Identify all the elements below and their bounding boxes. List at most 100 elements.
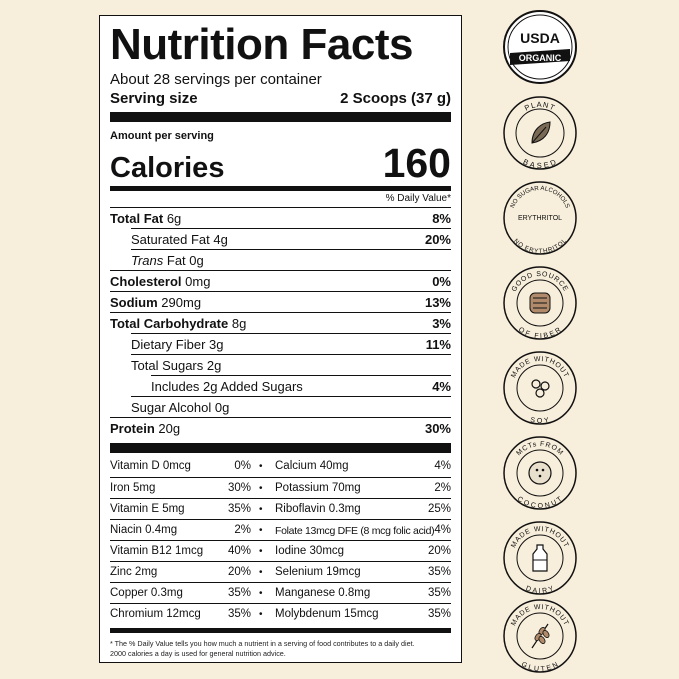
nutrient-dv: 0%: [432, 273, 451, 289]
micro-left-name: Zinc 2mg: [110, 566, 158, 578]
micro-left-name: Chromium 12mcg: [110, 608, 201, 620]
micro-right-dv: 4%: [434, 460, 451, 472]
badge-bottom-text: OF FIBER: [517, 326, 562, 340]
nutrient-dv: 4%: [432, 378, 451, 394]
bullet-dot: •: [259, 483, 263, 494]
nutrient-name: Protein: [110, 420, 155, 436]
micronutrient-row: Vitamin D 0mcg 0% • Calcium 40mg 4%: [110, 456, 451, 477]
badge-bottom-text: SOY: [530, 417, 550, 425]
bullet-dot: •: [259, 588, 263, 599]
plant-leaf-icon: PLANT BASED: [503, 96, 577, 170]
micro-right-name: Calcium 40mg: [275, 460, 349, 472]
made-without-gluten-badge: MADE WITHOUT GLUTEN: [502, 598, 578, 674]
micro-right-dv: 35%: [427, 587, 451, 599]
micro-right-name: Potassium 70mg: [275, 482, 361, 494]
nutrient-amount: 2g: [206, 357, 222, 373]
nutrient-row-dietary-fiber: Dietary Fiber 3g 11%: [131, 333, 451, 354]
nutrient-name: Dietary Fiber: [131, 336, 206, 352]
micro-left-name: Vitamin B12 1mcg: [110, 545, 204, 557]
organic-text: ORGANIC: [519, 53, 562, 63]
nutrient-row-protein: Protein 20g 30%: [110, 417, 451, 438]
micro-left-dv: 20%: [227, 566, 251, 578]
micronutrient-row: Vitamin E 5mg 35% • Riboflavin 0.3mg 25%: [110, 498, 451, 519]
footnote-line-2: 2000 calories a day is used for general …: [110, 649, 286, 658]
nutrient-name: Total Sugars: [131, 357, 204, 373]
badge-bottom-text: COCONUT: [516, 495, 564, 510]
intestine-icon: GOOD SOURCE OF FIBER: [503, 266, 577, 340]
nutrient-name: Saturated Fat: [131, 231, 210, 247]
nutrient-amount: 0mg: [185, 273, 211, 289]
micro-left-dv: 30%: [227, 482, 251, 494]
micronutrient-row: Iron 5mg 30% • Potassium 70mg 2%: [110, 477, 451, 498]
nutrient-name: Sodium: [110, 294, 158, 310]
bullet-dot: •: [259, 504, 263, 515]
nutrient-row-saturated-fat: Saturated Fat 4g 20%: [131, 228, 451, 249]
micro-right-dv: 4%: [434, 524, 451, 536]
nutrient-name: Trans: [131, 252, 164, 268]
badge-bottom-text: NO ERYTHRITOL: [512, 237, 568, 255]
nutrient-row-total-fat: Total Fat 6g 8%: [110, 207, 451, 228]
serving-size-value: 2 Scoops (37 g): [340, 90, 451, 107]
nutrient-dv: 20%: [424, 231, 451, 247]
micro-left-dv: 40%: [227, 545, 251, 557]
footnote: * The % Daily Value tells you how much a…: [110, 639, 451, 659]
nutrient-dv: 13%: [424, 294, 451, 310]
micro-right-dv: 20%: [427, 545, 451, 557]
micro-right-dv: 35%: [427, 608, 451, 620]
calories-label: Calories: [110, 152, 225, 184]
servings-per-container: About 28 servings per container: [110, 71, 322, 88]
mcts-from-coconut-badge: MCTs FROM COCONUT: [502, 435, 578, 511]
footnote-line-1: * The % Daily Value tells you how much a…: [110, 639, 415, 648]
nutrient-amount: 290mg: [161, 294, 202, 310]
micro-right-name: Molybdenum 15mcg: [275, 608, 379, 620]
micro-left-name: Iron 5mg: [110, 482, 156, 494]
nutrient-row-total-sugars: Total Sugars 2g: [131, 354, 451, 375]
micro-left-dv: 35%: [227, 503, 251, 515]
daily-value-header: % Daily Value*: [385, 193, 451, 204]
no-sugar-alcohols-icon: NO SUGAR ALCOHOLS ERYTHRITOL NO ERYTHRIT…: [503, 181, 577, 255]
nutrient-dv: 11%: [425, 336, 451, 352]
wheat-icon: MADE WITHOUT GLUTEN: [503, 599, 577, 673]
micro-left-dv: 0%: [234, 460, 251, 472]
good-source-of-fiber-badge: GOOD SOURCE OF FIBER: [502, 265, 578, 341]
nutrient-amount: 6g: [166, 210, 182, 226]
label-title: Nutrition Facts: [110, 20, 413, 69]
micro-left-name: Vitamin E 5mg: [110, 503, 185, 515]
nutrient-amount: 4g: [213, 231, 228, 247]
micro-left-name: Niacin 0.4mg: [110, 524, 178, 536]
svg-text:NO ERYTHRITOL: NO ERYTHRITOL: [512, 237, 568, 255]
nutrient-row-total-carbohydrate: Total Carbohydrate 8g 3%: [110, 312, 451, 333]
nutrient-row-added-sugars: Includes 2g Added Sugars 4%: [151, 375, 451, 396]
svg-text:GLUTEN: GLUTEN: [520, 661, 560, 673]
micro-left-dv: 2%: [234, 524, 251, 536]
micro-right-dv: 35%: [427, 566, 451, 578]
micro-left-dv: 35%: [227, 608, 251, 620]
micro-right-name: Selenium 19mcg: [275, 566, 361, 578]
usda-text: USDA: [520, 30, 560, 46]
nutrition-facts-label: Nutrition Facts About 28 servings per co…: [99, 15, 462, 663]
usda-organic-badge: USDA ORGANIC: [502, 9, 578, 85]
plant-based-badge: PLANT BASED: [502, 95, 578, 171]
nutrient-name: Sugar Alcohol: [131, 399, 212, 415]
nutrient-amount: 0g: [214, 399, 230, 415]
thick-divider: [110, 443, 451, 453]
micronutrient-row: Chromium 12mcg 35% • Molybdenum 15mcg 35…: [110, 603, 451, 624]
medium-divider: [110, 186, 451, 191]
medium-divider: [110, 628, 451, 633]
badge-bottom-text: GLUTEN: [520, 661, 559, 673]
micro-right-dv: 2%: [434, 482, 451, 494]
micro-right-dv: 25%: [427, 503, 451, 515]
nutrient-name: Includes 2g Added Sugars: [151, 378, 303, 394]
nutrient-amount: 8g: [231, 315, 247, 331]
nutrient-row-trans-fat: Trans Fat 0g: [131, 249, 451, 270]
svg-text:MCTs FROM: MCTs FROM: [515, 441, 564, 457]
badge-bottom-text: BASED: [522, 157, 558, 170]
bullet-dot: •: [259, 567, 263, 578]
svg-text:PLANT: PLANT: [523, 100, 557, 113]
nutrient-dv: 3%: [432, 315, 451, 331]
made-without-dairy-badge: MADE WITHOUT DAIRY: [502, 520, 578, 596]
nutrient-dv: 8%: [432, 210, 451, 226]
nutrient-name: Total Fat: [110, 210, 164, 226]
coconut-icon: MCTs FROM COCONUT: [503, 436, 577, 510]
badge-center-text: ERYTHRITOL: [518, 215, 562, 222]
